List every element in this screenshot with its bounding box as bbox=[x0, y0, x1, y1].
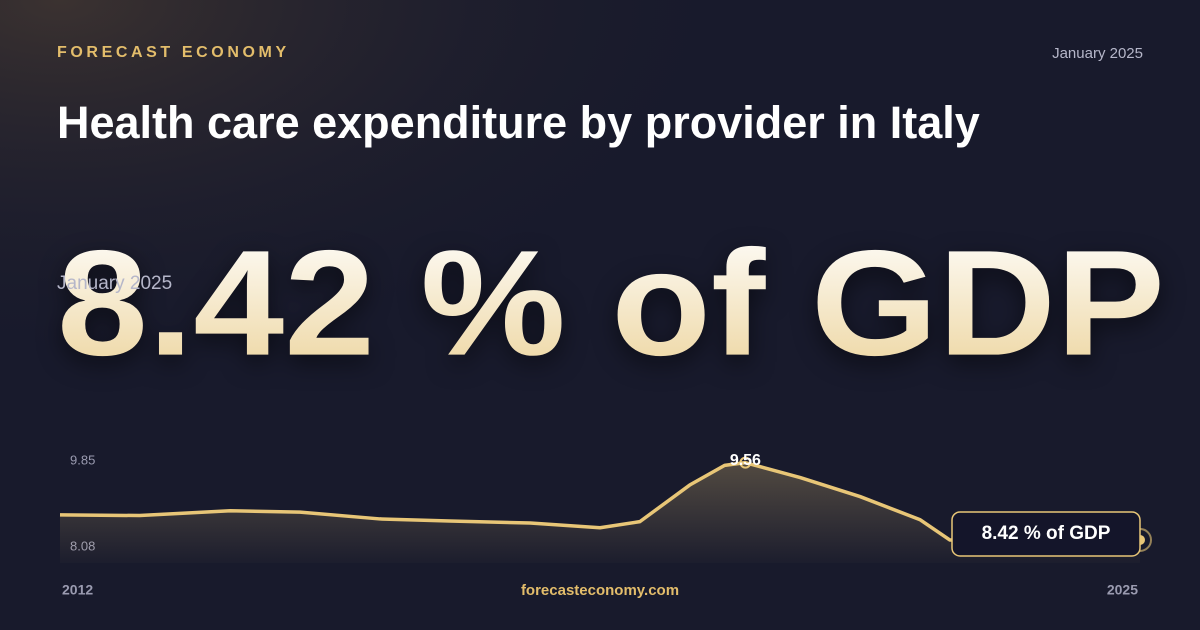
end-label-box bbox=[951, 511, 1141, 557]
x-tick-label: 2012 bbox=[62, 582, 93, 598]
headline: 8.42 % of GDP bbox=[57, 219, 1165, 387]
x-tick-label: 2025 bbox=[1107, 582, 1138, 598]
date: January 2025 bbox=[1052, 45, 1143, 62]
end-label: 8.42 % of GDP bbox=[982, 523, 1111, 544]
site: forecasteconomy.com bbox=[521, 582, 679, 599]
line bbox=[59, 460, 1140, 542]
y-tick-label: 9.85 bbox=[70, 452, 95, 467]
headline-date: January 2025 bbox=[57, 273, 172, 294]
area bbox=[60, 462, 1140, 563]
chart-title: Health care expenditure by provider in I… bbox=[57, 97, 980, 148]
chart: 9.858.08201220259.568.42 % of GDP bbox=[59, 452, 1152, 598]
peak-marker bbox=[739, 456, 752, 469]
peak-label: 9.56 bbox=[730, 452, 761, 469]
brand: FORECAST ECONOMY bbox=[57, 44, 290, 61]
